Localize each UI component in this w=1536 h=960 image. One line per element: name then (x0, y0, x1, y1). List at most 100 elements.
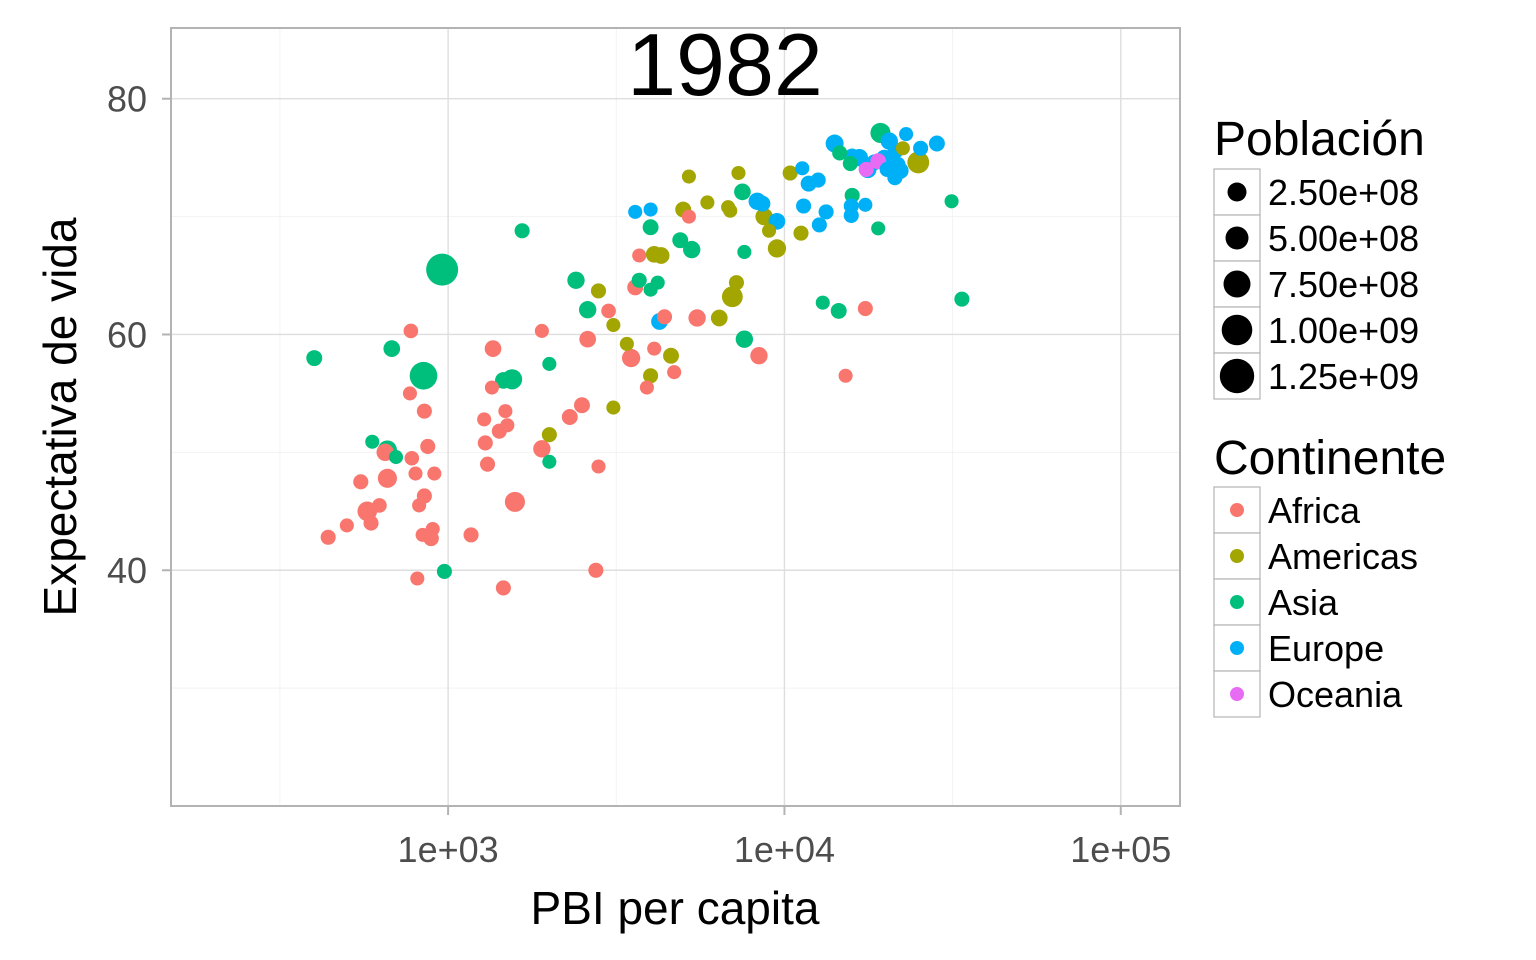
continent-legend-symbol (1230, 595, 1244, 609)
x-tick-label: 1e+05 (1070, 829, 1171, 870)
data-point-africa (500, 418, 515, 433)
data-point-europe (928, 135, 945, 152)
data-point-asia (842, 156, 858, 172)
data-point-asia (388, 450, 404, 465)
data-point-asia (436, 563, 452, 579)
population-legend-symbol (1221, 314, 1253, 346)
continent-legend-title: Continente (1214, 432, 1446, 485)
data-point-americas (728, 275, 745, 291)
data-point-americas (782, 165, 798, 181)
data-point-africa (750, 347, 768, 365)
data-point-europe (628, 204, 643, 219)
data-point-asia (631, 272, 647, 288)
data-point-europe (796, 198, 812, 214)
population-legend-label: 2.50e+08 (1268, 172, 1419, 213)
data-point-americas (762, 223, 777, 238)
data-point-africa (416, 403, 432, 419)
data-point-americas (606, 318, 621, 333)
continent-legend-label: Americas (1268, 536, 1418, 577)
data-point-americas (541, 427, 557, 443)
data-point-europe (913, 140, 929, 156)
data-point-africa (498, 404, 513, 419)
data-point-africa (372, 498, 387, 513)
data-point-asia (542, 454, 557, 469)
population-legend-title: Población (1214, 113, 1425, 166)
data-point-oceania (858, 161, 874, 177)
data-point-africa (404, 450, 420, 466)
x-tick-label: 1e+03 (398, 829, 499, 870)
y-axis-title: Expectativa de vida (34, 217, 86, 616)
data-point-africa (639, 380, 654, 395)
data-point-europe (643, 202, 658, 217)
data-point-americas (723, 203, 738, 218)
data-point-asia (954, 291, 970, 307)
data-point-africa (579, 330, 597, 348)
continent-legend-label: Asia (1268, 582, 1339, 623)
data-point-africa (484, 380, 499, 395)
data-point-americas (700, 195, 715, 210)
data-point-africa (412, 498, 427, 513)
y-tick-label: 80 (107, 79, 147, 120)
data-point-americas (767, 239, 787, 258)
y-tick-label: 40 (107, 550, 147, 591)
data-point-africa (480, 456, 496, 472)
major-gridlines (171, 28, 1180, 806)
data-point-africa (410, 571, 425, 586)
data-point-europe (754, 195, 771, 212)
data-point-europe (818, 204, 834, 220)
continent-legend-symbol (1230, 687, 1244, 701)
data-point-africa (838, 368, 853, 383)
population-legend-symbol (1219, 358, 1255, 394)
data-point-europe (843, 207, 859, 223)
y-axis-ticks: 40 60 80 (107, 79, 171, 591)
data-point-africa (495, 580, 511, 596)
data-point-asia (650, 275, 665, 290)
data-point-africa (353, 474, 369, 490)
data-point-africa (534, 323, 549, 338)
data-point-europe (795, 161, 810, 176)
data-point-africa (477, 435, 493, 451)
data-point-americas (721, 286, 743, 308)
data-point-asia (683, 240, 701, 259)
data-point-asia (426, 253, 459, 286)
continent-legend: Continente Africa Americas Asia Europe Ocean… (1213, 432, 1446, 718)
data-point-africa (688, 309, 706, 327)
data-point-asia (737, 244, 752, 260)
continent-legend-label: Oceania (1268, 674, 1403, 715)
data-point-africa (621, 348, 641, 368)
data-point-asia (871, 221, 886, 236)
data-point-americas (731, 165, 746, 181)
data-points (306, 122, 970, 596)
data-point-africa (533, 440, 551, 458)
population-legend-symbol (1225, 226, 1249, 250)
data-point-africa (647, 341, 662, 356)
data-point-europe (887, 170, 903, 186)
data-point-africa (656, 309, 673, 325)
data-point-africa (377, 468, 397, 488)
continent-legend-symbol (1230, 641, 1244, 655)
population-legend-symbol (1227, 182, 1247, 202)
data-point-africa (591, 459, 606, 474)
data-point-africa (403, 323, 419, 339)
data-point-asia (567, 271, 585, 289)
data-point-americas (590, 283, 607, 299)
year-label: 1982 (627, 15, 823, 114)
continent-legend-label: Europe (1268, 628, 1384, 669)
x-axis-ticks: 1e+03 1e+04 1e+05 (398, 806, 1171, 870)
data-point-asia (365, 434, 380, 449)
data-point-asia (815, 295, 830, 310)
population-legend-label: 1.25e+09 (1268, 356, 1419, 397)
data-point-africa (504, 491, 525, 512)
minor-gridlines (171, 28, 1180, 806)
data-point-americas (663, 347, 679, 364)
continent-legend-symbol (1230, 549, 1244, 563)
data-point-africa (363, 515, 379, 531)
data-point-africa (408, 466, 423, 481)
continent-legend-label: Africa (1268, 490, 1361, 531)
data-point-asia (495, 372, 512, 389)
data-point-africa (320, 529, 336, 545)
data-point-africa (681, 209, 696, 224)
data-point-asia (642, 219, 659, 236)
